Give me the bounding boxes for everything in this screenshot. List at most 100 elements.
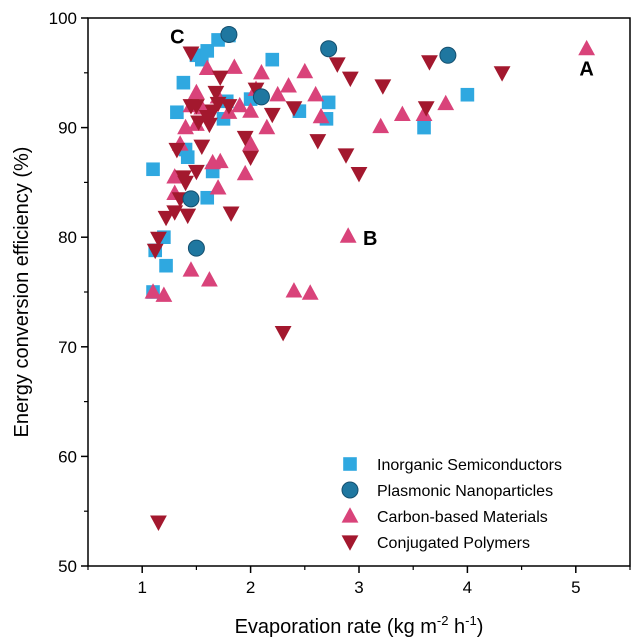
data-point [374,79,392,95]
data-point [209,96,227,113]
legend-label: Carbon-based Materials [377,509,548,526]
x-tick-label: 2 [246,578,255,597]
data-point [180,150,195,164]
data-point [247,82,265,99]
data-point [285,101,303,117]
data-point [269,85,287,102]
legend-label: Plasmonic Nanoparticles [377,483,553,500]
data-point [393,105,411,122]
x-tick-label: 1 [137,578,146,597]
series-inorganic-semiconductors [146,28,475,299]
y-tick-label: 100 [49,9,77,28]
data-point [328,57,346,73]
data-point [211,152,229,169]
y-tick-label: 80 [58,228,77,247]
data-point [179,208,197,225]
data-point [168,142,186,159]
data-point [312,107,330,124]
data-point [176,75,191,90]
data-point [421,55,438,71]
data-point [372,117,390,134]
data-point [341,71,359,88]
y-tick-label: 90 [58,119,77,138]
data-point [265,52,280,67]
x-tick-label: 3 [354,578,363,597]
data-point [309,134,327,150]
data-point [201,271,218,287]
data-point [274,325,292,342]
data-point [236,130,254,147]
data-point [220,99,238,115]
data-point [182,190,200,208]
data-point [263,107,281,124]
data-point [188,83,205,100]
data-point [209,179,227,195]
data-point [146,243,164,260]
data-point [242,102,259,118]
y-tick-label: 50 [58,557,77,576]
data-point [182,99,200,115]
data-point [337,148,355,164]
data-point [144,283,162,299]
data-point [252,88,270,106]
legend-marker [341,535,359,551]
data-point [231,96,249,113]
data-point [198,59,216,76]
data-point [242,150,259,166]
y-axis-ticks: 50 60 70 80 90 100 [49,9,88,576]
data-point [193,139,211,156]
data-point [296,62,314,79]
data-point [320,40,338,58]
data-point [439,46,457,64]
data-point [177,175,194,192]
data-point [339,227,357,243]
data-point [285,282,303,298]
legend-marker [341,481,359,499]
data-point [578,39,596,56]
x-tick-label: 4 [463,578,472,597]
data-point [159,258,173,273]
data-point [321,95,336,110]
data-point [417,120,431,135]
data-point [207,85,225,102]
data-point [146,162,160,177]
data-point [201,117,218,134]
data-point [200,44,215,58]
data-point [460,87,475,102]
data-point [225,58,243,74]
legend-label: Inorganic Semiconductors [377,457,562,474]
data-point [280,77,297,93]
data-point [415,105,433,122]
data-point [157,210,175,227]
legend-marker [341,507,359,523]
data-point [187,239,205,257]
annotation-b: B [363,228,377,250]
data-point [301,284,319,300]
data-point [150,515,167,531]
data-point [182,261,200,277]
annotation-a: A [579,58,593,80]
data-point [307,85,325,102]
data-point [242,135,259,151]
series-plasmonic-nanoparticles [182,25,457,257]
legend-label: Conjugated Polymers [377,535,530,552]
data-point [166,168,184,184]
legend-marker [343,457,357,471]
y-tick-label: 60 [58,447,77,466]
data-point [350,167,368,183]
y-axis-title: Energy conversion efficiency (%) [11,147,33,438]
data-point [155,286,173,302]
data-point [236,164,254,181]
data-point [437,94,455,111]
data-point [188,164,205,181]
series-conjugated-polymers [146,46,511,531]
data-point [222,206,240,222]
annotation-c: C [170,27,184,49]
y-tick-label: 70 [58,338,77,357]
data-point [417,101,435,117]
data-point [493,66,511,82]
data-point [170,105,184,120]
data-point [211,70,229,86]
x-axis-title: Evaporation rate (kg m-2 h-1) [235,613,484,638]
